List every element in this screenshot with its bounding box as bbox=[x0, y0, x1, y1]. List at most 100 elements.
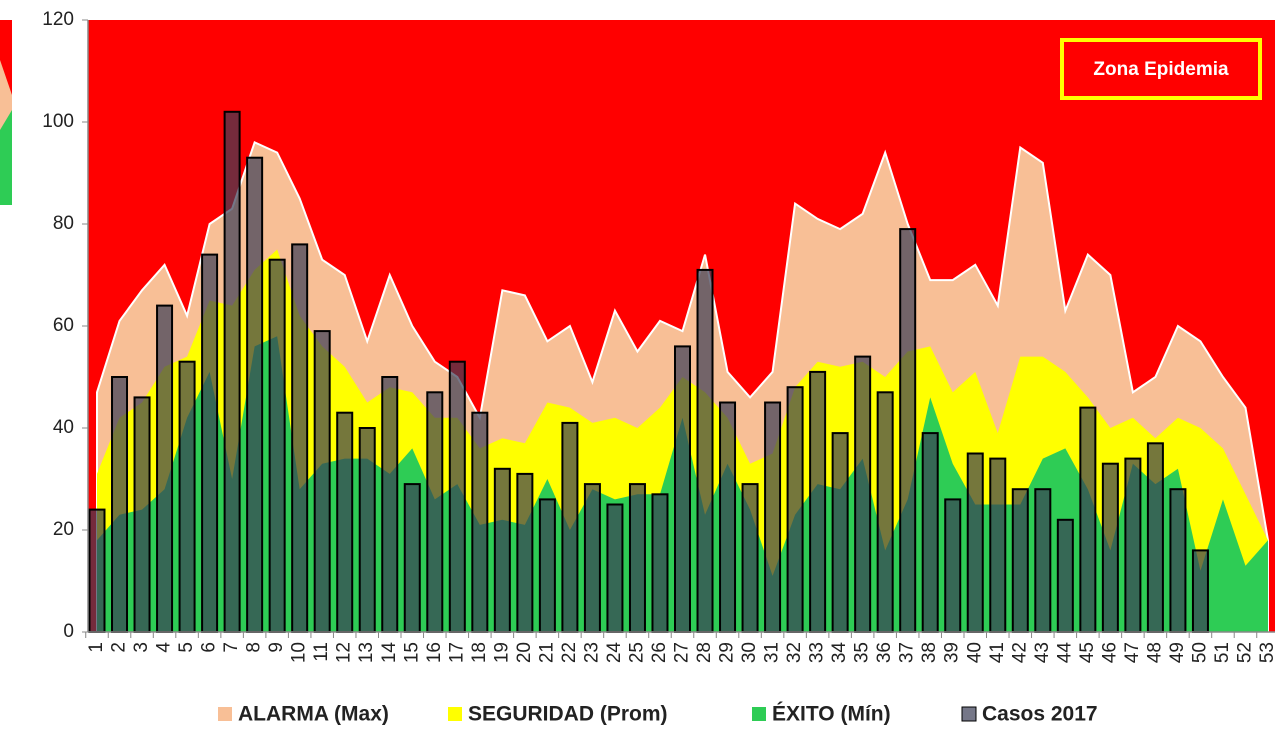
legend-swatch bbox=[448, 707, 462, 721]
bar bbox=[156, 304, 174, 633]
bar bbox=[831, 432, 849, 633]
bar bbox=[1079, 406, 1097, 633]
x-tick-label: 45 bbox=[1077, 642, 1098, 663]
x-tick-label: 30 bbox=[739, 642, 760, 663]
x-tick-label: 3 bbox=[131, 642, 152, 653]
annotation: Zona Epidemia bbox=[1093, 59, 1229, 80]
x-tick-label: 25 bbox=[626, 642, 647, 663]
legend-label: ÉXITO (Mín) bbox=[772, 703, 891, 726]
bar bbox=[448, 360, 466, 633]
x-tick-label: 6 bbox=[199, 642, 220, 653]
y-tick-label: 100 bbox=[42, 111, 74, 132]
cropped-chart-fragment bbox=[0, 110, 12, 205]
bar bbox=[336, 411, 354, 634]
x-tick-label: 36 bbox=[874, 642, 895, 663]
x-tick-label: 41 bbox=[987, 642, 1008, 663]
bar bbox=[899, 228, 917, 633]
bar bbox=[201, 253, 219, 633]
y-tick-label: 80 bbox=[53, 213, 74, 234]
x-tick-label: 26 bbox=[649, 642, 670, 663]
bar bbox=[268, 258, 286, 633]
bar bbox=[313, 330, 331, 633]
bar bbox=[606, 503, 624, 633]
x-tick-label: 7 bbox=[221, 642, 242, 653]
x-tick-label: 51 bbox=[1212, 642, 1233, 663]
x-tick-label: 37 bbox=[897, 642, 918, 663]
bar bbox=[493, 467, 511, 633]
bar bbox=[133, 396, 151, 633]
bar bbox=[719, 401, 737, 633]
x-tick-label: 8 bbox=[244, 642, 265, 653]
y-tick-label: 60 bbox=[53, 315, 74, 336]
bar bbox=[809, 370, 827, 633]
x-tick-label: 2 bbox=[109, 642, 130, 653]
x-tick-label: 10 bbox=[289, 642, 310, 663]
bar bbox=[1191, 549, 1209, 634]
x-tick-label: 1 bbox=[86, 642, 107, 653]
x-tick-label: 50 bbox=[1189, 642, 1210, 663]
bar bbox=[1056, 518, 1074, 633]
x-tick-label: 39 bbox=[942, 642, 963, 663]
bar bbox=[178, 360, 196, 633]
bar bbox=[741, 483, 759, 633]
x-tick-label: 29 bbox=[717, 642, 738, 663]
x-tick-label: 40 bbox=[964, 642, 985, 663]
x-tick-label: 15 bbox=[401, 642, 422, 663]
x-tick-label: 17 bbox=[446, 642, 467, 663]
x-tick-label: 43 bbox=[1032, 642, 1053, 663]
y-tick-label: 20 bbox=[53, 519, 74, 540]
legend-label: SEGURIDAD (Prom) bbox=[468, 703, 668, 726]
x-tick-label: 13 bbox=[356, 642, 377, 663]
bar bbox=[944, 498, 962, 633]
x-tick-label: 12 bbox=[334, 642, 355, 663]
x-tick-label: 20 bbox=[514, 642, 535, 663]
bar bbox=[1146, 442, 1164, 633]
legend-swatch bbox=[961, 706, 977, 722]
bar bbox=[876, 391, 894, 633]
bar bbox=[696, 268, 714, 633]
bar bbox=[88, 508, 106, 634]
x-tick-label: 21 bbox=[536, 642, 557, 663]
bar bbox=[538, 498, 556, 633]
legend-label: Casos 2017 bbox=[982, 703, 1098, 726]
x-tick-label: 38 bbox=[919, 642, 940, 663]
x-tick-label: 32 bbox=[784, 642, 805, 663]
bar bbox=[381, 376, 399, 633]
x-tick-label: 35 bbox=[852, 642, 873, 663]
legend: ALARMA (Max) SEGURIDAD (Prom) ÉXITO (Mín) C… bbox=[218, 703, 1098, 726]
bar bbox=[111, 376, 129, 633]
bar bbox=[854, 355, 872, 633]
x-tick-label: 31 bbox=[762, 642, 783, 663]
annotation-box bbox=[1060, 38, 1262, 100]
x-tick-label: 48 bbox=[1144, 642, 1165, 663]
bar bbox=[583, 483, 601, 633]
bar bbox=[1124, 457, 1142, 633]
x-tick-label: 28 bbox=[694, 642, 715, 663]
legend-swatch bbox=[752, 707, 766, 721]
bar bbox=[921, 432, 939, 633]
x-tick-label: 14 bbox=[379, 642, 400, 664]
x-tick-label: 44 bbox=[1054, 642, 1075, 664]
x-tick-label: 24 bbox=[604, 642, 625, 664]
bar bbox=[966, 452, 984, 633]
bar bbox=[561, 421, 579, 633]
bar bbox=[1034, 488, 1052, 634]
y-tick-label: 40 bbox=[53, 417, 74, 438]
x-tick-label: 52 bbox=[1234, 642, 1255, 663]
x-tick-label: 11 bbox=[311, 642, 332, 662]
bar bbox=[786, 386, 804, 634]
x-tick-label: 47 bbox=[1122, 642, 1143, 663]
bar bbox=[291, 243, 309, 633]
x-tick-label: 23 bbox=[581, 642, 602, 663]
bar bbox=[1011, 488, 1029, 634]
bar bbox=[764, 401, 782, 633]
bar bbox=[1101, 462, 1119, 634]
x-tick-label: 19 bbox=[491, 642, 512, 663]
bar bbox=[471, 411, 489, 634]
bar bbox=[223, 110, 241, 634]
x-tick-label: 33 bbox=[807, 642, 828, 663]
plot-area bbox=[88, 20, 1275, 634]
bar bbox=[426, 391, 444, 633]
x-tick-label: 27 bbox=[672, 642, 693, 663]
